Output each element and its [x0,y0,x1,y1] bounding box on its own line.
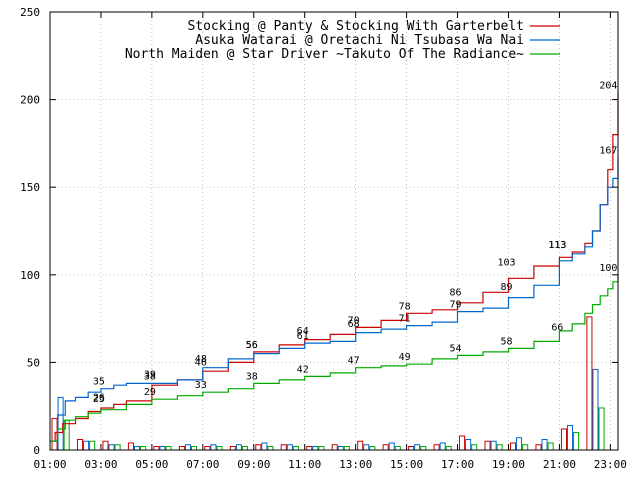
y-tick-label: 250 [20,6,40,19]
data-label: 46 [195,357,207,368]
legend: Stocking @ Panty & Stocking With Garterb… [125,19,560,62]
data-label: 204 [599,81,617,92]
x-tick-label: 01:00 [33,458,66,471]
y-tick-label: 0 [33,444,40,457]
data-label: 100 [599,263,617,274]
data-label: 38 [246,371,258,382]
series-line-3 [50,274,619,442]
y-tick-label: 100 [20,269,40,282]
data-label: 70 [348,315,360,326]
data-label: 42 [297,364,309,375]
data-label: 113 [548,240,566,251]
data-label: 54 [450,343,462,354]
y-tick-label: 150 [20,181,40,194]
data-label: 35 [93,377,105,388]
data-label: 68 [348,319,360,330]
plot-frame [49,11,619,451]
grid [50,12,618,450]
data-label: 86 [450,287,462,298]
x-tick-label: 19:00 [492,458,525,471]
x-tick-label: 11:00 [288,458,321,471]
x-tick-label: 23:00 [594,458,627,471]
data-label: 56 [246,340,258,351]
y-tick-label: 50 [27,356,40,369]
data-label: 58 [500,336,512,347]
data-labels: 2041671001131136610389588679547871497068… [93,81,617,406]
data-label: 79 [450,300,462,311]
data-label: 71 [399,314,411,325]
data-label: 48 [195,354,207,365]
legend-label: Asuka Watarai @ Oretachi Ni Tsubasa Wa N… [195,33,524,48]
x-tick-label: 07:00 [186,458,219,471]
x-tick-label: 05:00 [135,458,168,471]
x-tick-label: 09:00 [237,458,270,471]
data-label: 56 [246,340,258,351]
data-label: 25 [93,394,105,405]
data-label: 49 [399,352,411,363]
data-label: 103 [497,258,515,269]
data-label: 29 [144,387,156,398]
y-tick-label: 200 [20,94,40,107]
series-line-2 [50,157,619,442]
data-label: 89 [500,282,512,293]
data-label: 61 [297,331,309,342]
data-label: 39 [144,370,156,381]
data-label: 33 [195,380,207,391]
x-tick-label: 13:00 [339,458,372,471]
x-tick-label: 15:00 [390,458,423,471]
data-label: 66 [551,322,563,333]
axes: 0 50 100 150 200 250 01:00 03:00 05:00 07:00 09:00… [20,6,627,471]
legend-label: North Maiden @ Star Driver ~Takuto Of Th… [125,47,524,62]
data-label: 47 [348,356,360,367]
data-label: 78 [399,301,411,312]
data-label: 167 [599,145,617,156]
data-label: 64 [297,326,309,337]
data-label: 26 [93,392,105,403]
x-tick-label: 21:00 [543,458,576,471]
cumulative-lines [50,92,619,442]
x-tick-label: 03:00 [84,458,117,471]
x-tick-label: 17:00 [441,458,474,471]
legend-label: Stocking @ Panty & Stocking With Garterb… [187,19,524,34]
data-label: 38 [144,371,156,382]
data-label: 113 [548,240,566,251]
